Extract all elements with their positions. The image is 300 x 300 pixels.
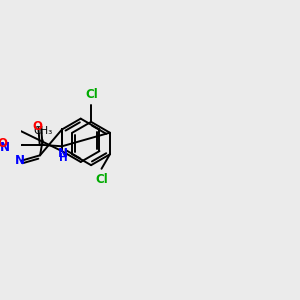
- Text: O: O: [0, 137, 8, 150]
- Text: N: N: [0, 141, 10, 154]
- Text: O: O: [33, 119, 43, 133]
- Text: Cl: Cl: [95, 173, 108, 186]
- Text: H: H: [59, 153, 68, 163]
- Text: Cl: Cl: [86, 88, 99, 101]
- Text: N: N: [58, 147, 68, 160]
- Text: N: N: [15, 154, 26, 167]
- Text: CH₃: CH₃: [33, 126, 52, 136]
